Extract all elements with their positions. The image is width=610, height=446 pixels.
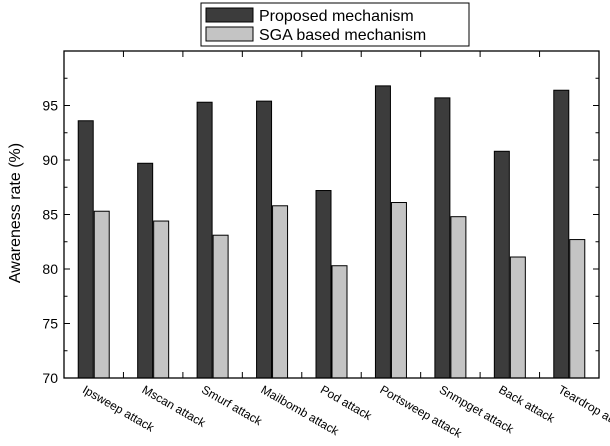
bar-sga-5 [331,265,348,379]
bar-proposed-9 [553,89,570,379]
bar-proposed-4 [256,100,273,379]
y-axis-title: Awareness rate (%) [7,143,24,283]
bar-sga-8 [509,256,526,379]
y-tick-label: 80 [42,261,58,277]
bar-proposed-6 [374,85,391,379]
bar-proposed-8 [493,150,510,379]
bar-sga-4 [272,205,289,379]
y-tick-label: 75 [42,316,58,332]
bar-proposed-2 [137,162,154,379]
x-tick-label: Teardrop attack [556,382,610,436]
legend: Proposed mechanism SGA based mechanism [200,2,470,47]
bar-sga-7 [450,216,467,379]
bar-proposed-7 [434,97,451,379]
legend-label-sga: SGA based mechanism [259,27,426,44]
y-tick-label: 85 [42,207,58,223]
y-tick-label: 95 [42,98,58,114]
legend-swatch-sga [205,26,254,42]
y-tick-label: 70 [42,370,58,386]
bar-proposed-1 [77,120,94,379]
y-tick-label: 90 [42,152,58,168]
bar-proposed-3 [196,101,213,379]
bar-sga-9 [569,239,586,379]
bar-sga-2 [153,220,170,379]
legend-swatch-proposed [205,7,254,23]
bar-proposed-5 [315,190,332,379]
bar-sga-1 [93,210,110,379]
bar-sga-3 [212,234,229,379]
x-tick-label: Smurf attack [199,382,265,428]
legend-label-proposed: Proposed mechanism [259,8,414,25]
bar-sga-6 [390,202,407,379]
